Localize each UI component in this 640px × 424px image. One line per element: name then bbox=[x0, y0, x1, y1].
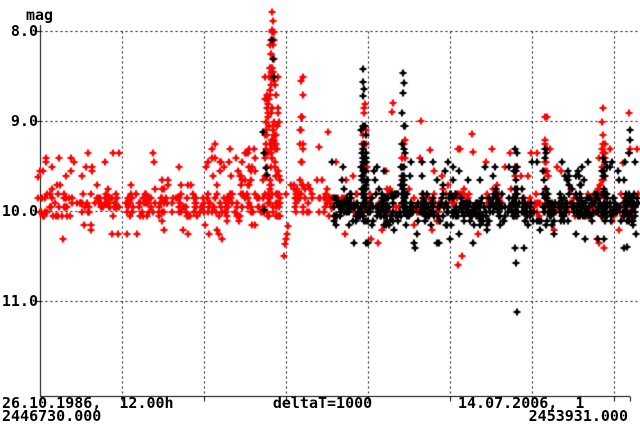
x-axis-end-date-label: 14.07.2006, 1 bbox=[458, 394, 585, 412]
x-axis-start-date-label: 26.10.1986, 12.00h bbox=[2, 394, 174, 412]
delta-t-label: deltaT=1000 bbox=[272, 394, 373, 412]
x-axis-end-jd-label: 2453931.000 bbox=[528, 407, 628, 424]
y-axis-title: mag bbox=[26, 6, 54, 24]
y-tick-label-10: 10.0 bbox=[1, 202, 38, 220]
x-axis-start-jd-label: 2446730.000 bbox=[2, 407, 102, 424]
y-tick-label-11: 11.0 bbox=[1, 292, 38, 310]
y-tick-label-9: 9.0 bbox=[10, 112, 38, 130]
y-tick-label-8: 8.0 bbox=[10, 22, 38, 40]
